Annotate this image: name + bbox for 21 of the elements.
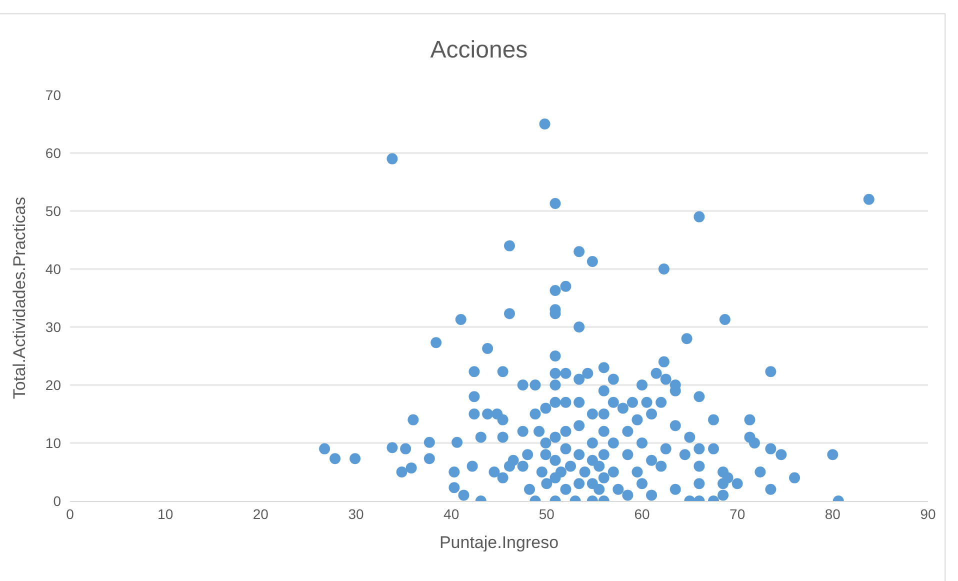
x-tick-label: 20 — [252, 506, 269, 522]
x-tick-label: 70 — [730, 506, 746, 522]
y-tick-label: 60 — [45, 144, 62, 161]
x-tick-label: 90 — [920, 506, 936, 522]
x-tick-label: 60 — [634, 506, 650, 522]
y-tick-label: 0 — [53, 492, 62, 509]
y-tick-label: 70 — [45, 86, 62, 103]
y-tick-label: 40 — [45, 260, 62, 277]
x-tick-label: 80 — [824, 506, 841, 522]
x-tick-label: 0 — [66, 506, 74, 522]
y-axis-title: Total.Actividades.Practicas — [10, 196, 29, 400]
chart-title: Acciones — [430, 36, 528, 64]
x-tick-label: 10 — [158, 506, 174, 522]
y-tick-label: 20 — [45, 376, 62, 393]
y-tick-label: 10 — [45, 434, 62, 451]
x-tick-label: 30 — [348, 506, 364, 522]
x-tick-label: 40 — [444, 506, 460, 522]
y-tick-label: 50 — [45, 202, 62, 219]
y-tick-label: 30 — [45, 318, 62, 335]
x-tick-label: 50 — [538, 506, 555, 522]
x-axis-title: Puntaje.Ingreso — [439, 533, 559, 552]
